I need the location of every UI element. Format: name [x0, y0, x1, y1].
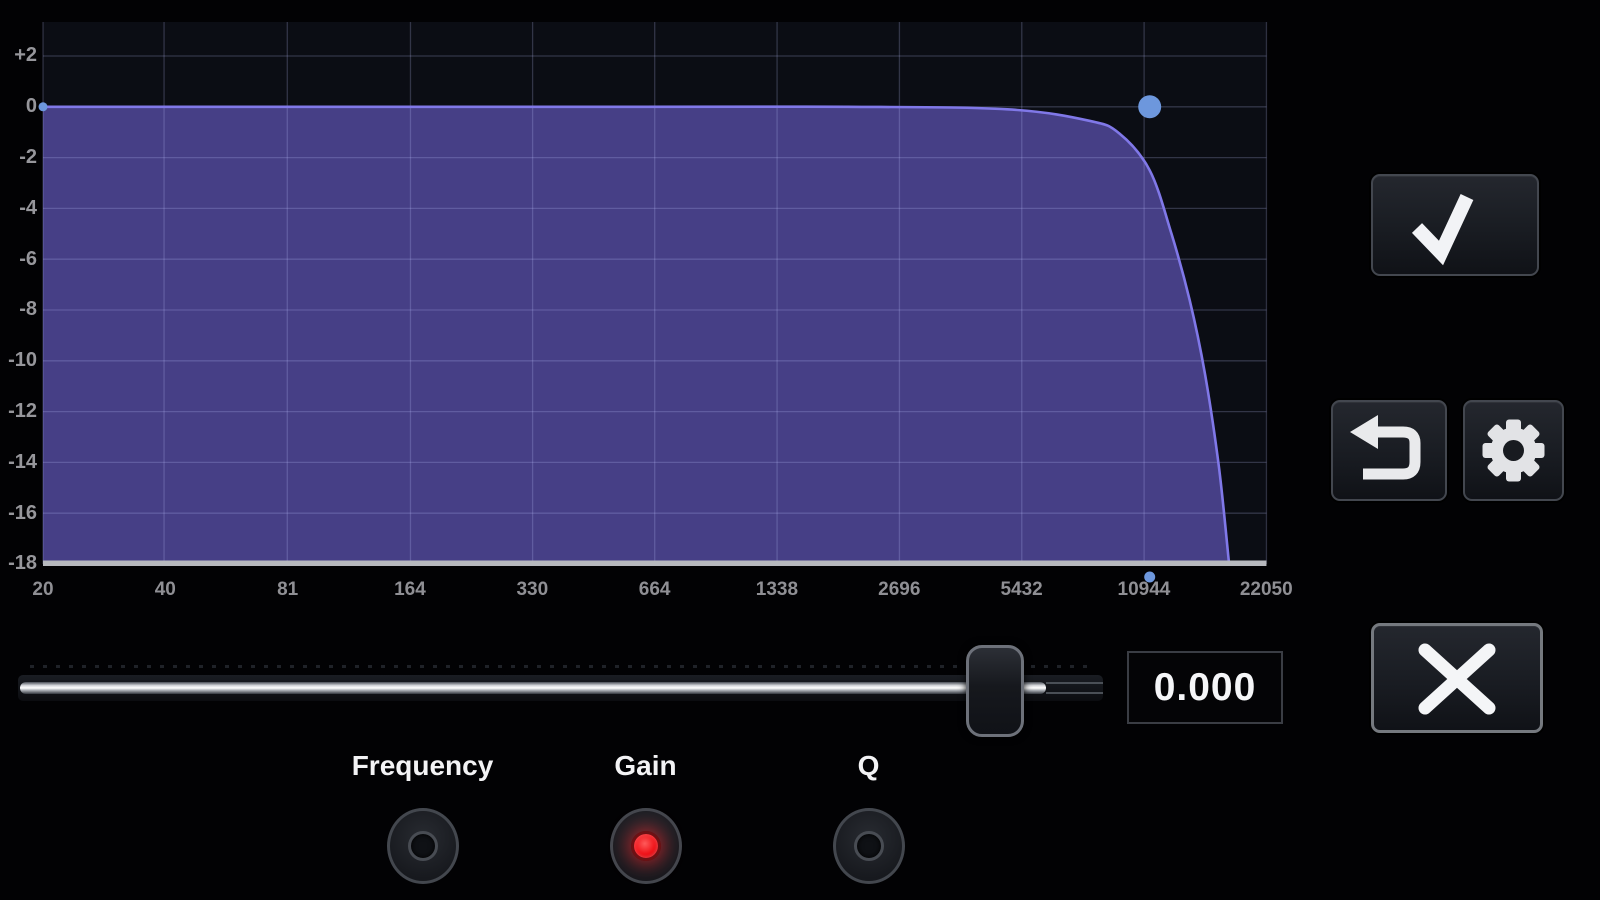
filter-response-curve	[43, 105, 1231, 565]
filter-response-area	[43, 106, 1230, 564]
slider-tick-marks	[30, 665, 1090, 668]
y-label: -16	[8, 501, 37, 524]
radio-knob-frequency[interactable]	[386, 808, 459, 884]
x-label: 2696	[878, 579, 921, 600]
slider-track-remainder	[1046, 682, 1103, 694]
radio-gain[interactable]: Gain	[534, 750, 757, 884]
x-label: 22050	[1239, 579, 1293, 600]
radio-indicator-frequency	[407, 831, 438, 861]
y-label: -6	[19, 247, 37, 270]
y-label: -4	[19, 196, 37, 219]
radio-frequency[interactable]: Frequency	[311, 750, 534, 884]
radio-knob-q[interactable]	[832, 808, 905, 884]
undo-button[interactable]	[1331, 400, 1447, 501]
y-axis-labels: +2 0 -2 -4 -6 -8 -10 -12 -14 -16 -18	[0, 30, 37, 589]
filter-handle[interactable]	[1138, 95, 1162, 119]
check-icon	[1411, 194, 1474, 266]
gear-icon	[1482, 419, 1545, 482]
cancel-button[interactable]	[1371, 623, 1543, 733]
parameter-selector: Frequency Gain Q	[311, 750, 980, 884]
y-label: +2	[14, 44, 37, 67]
filter-handle[interactable]	[38, 102, 48, 112]
y-label: 0	[25, 95, 37, 118]
y-label: -18	[8, 552, 37, 575]
slider-track-fill	[20, 682, 1046, 694]
x-label: 10944	[1117, 579, 1171, 600]
y-label: -10	[8, 349, 37, 372]
close-icon	[1418, 643, 1496, 715]
radio-indicator-gain	[630, 831, 661, 861]
y-label: -14	[8, 450, 37, 473]
x-axis-labels: 20 40 81 164 330 664 1338 2696 5432 10944 22050	[0, 579, 1327, 601]
y-label: -12	[8, 399, 37, 422]
y-label: -8	[19, 298, 37, 321]
radio-q[interactable]: Q	[757, 750, 980, 884]
undo-icon	[1350, 415, 1421, 480]
slider-thumb[interactable]	[966, 645, 1024, 737]
frequency-marker-tick[interactable]	[1144, 571, 1156, 583]
slider-value-text: 0.000	[1153, 665, 1257, 709]
radio-label-q: Q	[857, 750, 880, 781]
radio-indicator-q	[853, 831, 884, 861]
x-label: 81	[277, 579, 299, 600]
frequency-response-plot	[38, 22, 1268, 583]
radio-label-gain: Gain	[614, 750, 677, 781]
x-label: 20	[32, 579, 54, 600]
radio-label-frequency: Frequency	[351, 750, 494, 781]
x-label: 164	[394, 579, 426, 600]
x-label: 1338	[755, 579, 799, 600]
x-label: 40	[154, 579, 176, 600]
x-label: 664	[638, 579, 671, 600]
x-label: 330	[516, 579, 549, 600]
settings-button[interactable]	[1463, 400, 1564, 501]
x-label: 5432	[1000, 579, 1043, 600]
y-label: -2	[19, 145, 37, 168]
radio-knob-gain[interactable]	[609, 808, 682, 884]
value-display: 0.000	[1127, 651, 1283, 724]
confirm-button[interactable]	[1371, 174, 1539, 276]
x-axis-bar	[43, 560, 1267, 566]
